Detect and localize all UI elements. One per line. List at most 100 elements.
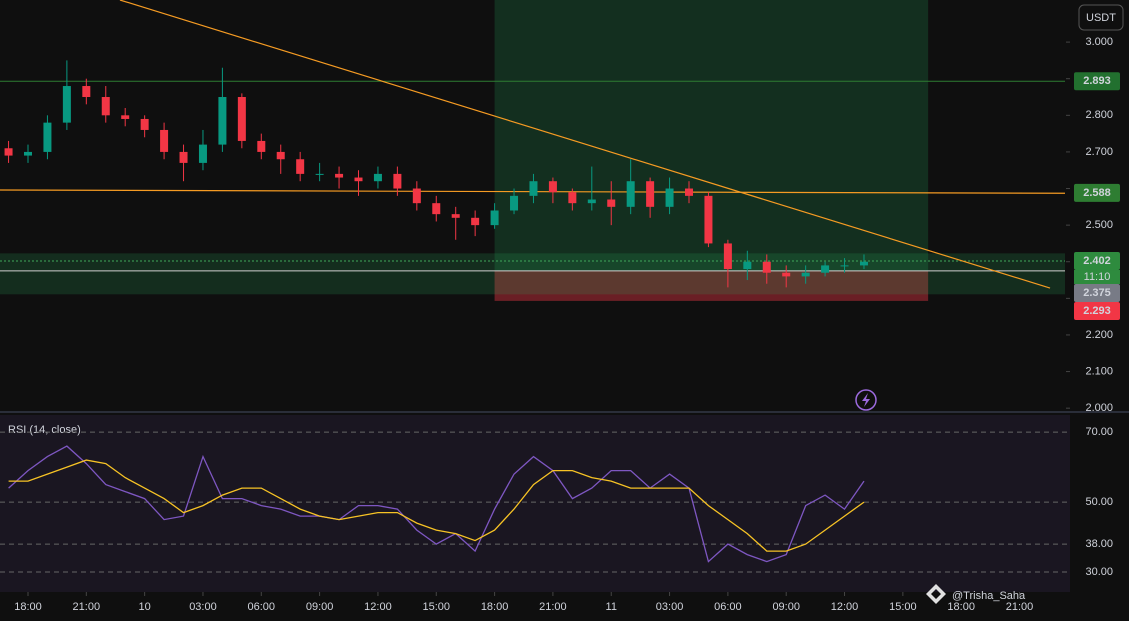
price-badge-label: 2.588 [1083, 187, 1111, 199]
countdown-badge [1074, 270, 1120, 285]
candle-body [393, 173, 402, 189]
watermark-logo [926, 584, 946, 604]
candle-body [315, 173, 324, 175]
candle-body [587, 199, 596, 204]
y-tick-label: 2.100 [1085, 365, 1113, 377]
candle-body [276, 151, 285, 160]
y-tick-label: 2.500 [1085, 219, 1113, 231]
candle-body [821, 265, 830, 273]
x-tick-label: 12:00 [831, 601, 859, 613]
candle-body [451, 214, 460, 218]
candle-body [43, 122, 52, 152]
y-tick-label: 2.000 [1085, 402, 1113, 414]
x-tick-label: 21:00 [1006, 601, 1034, 613]
candle-body [432, 203, 441, 215]
price-badge-label: 2.375 [1083, 287, 1111, 299]
candle-body [801, 272, 810, 277]
candle-body [471, 217, 480, 226]
candle-body [665, 188, 674, 207]
candle-body [548, 181, 557, 193]
y-tick-label: 2.800 [1085, 109, 1113, 121]
candle-body [257, 140, 266, 152]
x-tick-label: 06:00 [714, 601, 742, 613]
x-tick-label: 03:00 [656, 601, 684, 613]
candle-body [510, 195, 519, 211]
candle-body [685, 188, 694, 196]
candle-body [140, 118, 149, 130]
candle-body [840, 265, 849, 267]
x-tick-label: 09:00 [772, 601, 800, 613]
x-tick-label: 18:00 [14, 601, 42, 613]
rsi-line [8, 459, 865, 552]
y-tick-label: 70.00 [1085, 426, 1113, 438]
candle-body [62, 86, 71, 123]
alert-icon[interactable] [855, 389, 877, 411]
x-tick-label: 12:00 [364, 601, 392, 613]
x-tick-label: 11 [606, 601, 617, 613]
x-tick-label: 15:00 [422, 601, 450, 613]
candle-body [198, 144, 207, 163]
candle-body [607, 199, 616, 207]
candle-body [412, 188, 421, 204]
candle-body [626, 181, 635, 207]
y-tick-label: 3.000 [1085, 36, 1113, 48]
position-zone [0, 253, 1065, 295]
candle-body [218, 97, 227, 145]
unit-label: USDT [1086, 12, 1116, 24]
candle-body [23, 151, 32, 156]
price-badge [1074, 183, 1120, 202]
countdown: 11:10 [1084, 271, 1111, 283]
candle-body [373, 173, 382, 182]
y-tick-label: 50.00 [1085, 496, 1113, 508]
x-tick-label: 10 [139, 601, 151, 613]
candle-body [160, 129, 169, 152]
y-tick-label: 2.200 [1085, 329, 1113, 341]
trend-line [119, 0, 1051, 289]
price-badge [1074, 302, 1120, 321]
price-badge-label: 2.402 [1083, 255, 1111, 267]
candle-body [723, 243, 732, 270]
candle-body [782, 272, 791, 277]
candle-body [529, 181, 538, 196]
candle-body [743, 261, 752, 270]
y-tick-label: 2.700 [1085, 146, 1113, 158]
x-tick-label: 06:00 [248, 601, 276, 613]
price-badge [1074, 284, 1120, 303]
candle-body [4, 148, 13, 156]
watermark: @Trisha_Saha [952, 590, 1026, 602]
candle-body [335, 173, 344, 178]
rsi-title: RSI (14, close) [8, 424, 81, 436]
unit-button[interactable] [1078, 4, 1124, 31]
x-tick-label: 21:00 [73, 601, 101, 613]
candle-body [646, 181, 655, 207]
candle-body [101, 97, 110, 116]
candle-body [237, 97, 246, 141]
candle-body [859, 261, 868, 266]
x-tick-label: 09:00 [306, 601, 334, 613]
x-tick-label: 18:00 [481, 601, 509, 613]
candle-body [568, 192, 577, 204]
candle-body [296, 159, 305, 174]
price-badge-label: 2.893 [1083, 75, 1111, 87]
x-tick-label: 18:00 [947, 601, 975, 613]
candle-body [121, 115, 130, 119]
candle-body [762, 261, 771, 273]
position-zone [494, 270, 929, 301]
y-tick-label: 30.00 [1085, 566, 1113, 578]
x-tick-label: 15:00 [889, 601, 917, 613]
y-tick-label: 38.00 [1085, 538, 1113, 550]
price-badge-label: 2.293 [1083, 305, 1111, 317]
rsi-line [8, 445, 865, 563]
candle-body [82, 86, 91, 98]
rsi-pane [0, 415, 1070, 592]
candle-body [704, 195, 713, 244]
candle-body [179, 151, 188, 163]
x-tick-label: 03:00 [189, 601, 217, 613]
x-tick-label: 21:00 [539, 601, 567, 613]
candle-body [354, 177, 363, 182]
candle-body [490, 210, 499, 226]
price-badge [1074, 252, 1120, 271]
